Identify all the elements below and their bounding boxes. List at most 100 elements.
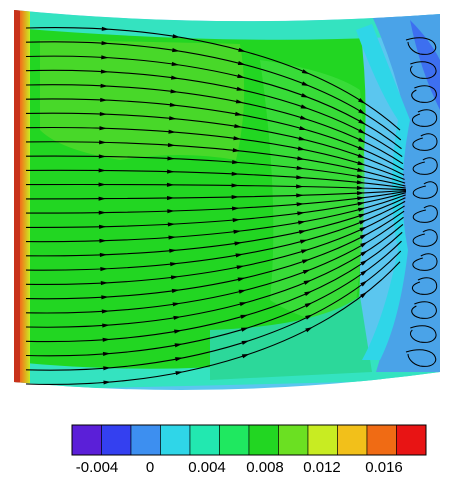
streamline-arrow: [360, 259, 368, 266]
streamline-arrow: [238, 289, 247, 294]
streamline: [25, 126, 405, 181]
contour-cold-cyan-edge: [356, 24, 410, 360]
streamline-arrow: [358, 137, 366, 143]
streamline-arrow: [99, 238, 107, 243]
recirculation-streamline: [410, 325, 437, 343]
streamline-arrow: [99, 252, 108, 257]
recirculation-streamline: [410, 61, 437, 79]
streamline-arrow: [297, 211, 305, 216]
streamline-arrow: [169, 102, 178, 107]
streamline-arrow: [98, 182, 106, 187]
streamline-arrow: [301, 93, 309, 98]
streamline: [25, 194, 406, 243]
streamline-arrow: [356, 185, 365, 190]
streamline-arrow: [231, 183, 239, 188]
streamline-arrow: [100, 69, 109, 74]
colorbar-bin: [366, 424, 397, 456]
streamline-arrow: [167, 156, 175, 161]
streamline-arrow: [360, 250, 368, 257]
streamline-arrow: [304, 291, 312, 297]
streamline-arrow: [357, 153, 366, 159]
streamline-arrow: [239, 302, 248, 307]
streamline-arrow: [304, 302, 313, 308]
streamline: [25, 192, 407, 228]
streamline-arrow: [166, 182, 175, 187]
streamline-arrow: [234, 241, 243, 246]
streamline-arrow: [236, 86, 245, 91]
streamline-arrow: [169, 116, 177, 121]
streamline: [25, 169, 406, 189]
streamline-arrow: [169, 248, 177, 253]
streamline: [25, 183, 406, 191]
contour-green-light: [40, 40, 245, 160]
streamline-arrow: [172, 302, 181, 307]
streamline-arrow: [233, 229, 242, 234]
streamline: [25, 190, 407, 214]
streamline-arrow: [101, 295, 109, 300]
streamline-arrow: [175, 357, 183, 362]
streamline-arrow: [99, 140, 107, 145]
streamline-arrow: [171, 61, 180, 66]
streamline-arrow: [298, 230, 307, 235]
streamline-arrow: [305, 314, 313, 320]
recirculation-streamline: [412, 181, 438, 199]
colorbar-bin: [278, 424, 309, 456]
streamline-arrow: [296, 165, 305, 170]
streamline-arrow: [303, 280, 312, 285]
streamline-arrow: [99, 224, 107, 229]
recirculation-streamline: [412, 205, 438, 223]
streamline-arrow: [301, 81, 310, 87]
streamline-arrow: [357, 201, 366, 206]
streamline-arrow: [100, 281, 109, 286]
streamline-arrow: [167, 209, 175, 214]
streamline-arrow: [99, 111, 108, 117]
streamline-arrow: [231, 206, 240, 211]
streamline-arrow: [174, 329, 182, 334]
colorbar: [71, 424, 427, 456]
streamline-arrow: [175, 371, 184, 376]
streamlines: [25, 26, 438, 385]
streamline-arrow: [299, 239, 308, 244]
colorbar-bin: [71, 424, 102, 456]
streamline-arrow: [296, 175, 304, 180]
streamline-arrow: [101, 55, 109, 60]
colorbar-bin: [307, 424, 338, 456]
streamline-arrow: [233, 136, 241, 141]
streamline-arrow: [236, 265, 245, 270]
streamline-arrow: [103, 380, 111, 385]
streamline-arrow: [356, 191, 365, 196]
colorbar-bin: [160, 424, 191, 456]
streamline-arrow: [167, 222, 176, 227]
streamline-arrow: [170, 275, 179, 280]
streamline-arrow: [237, 277, 246, 282]
streamline-arrow: [241, 353, 250, 359]
streamline-arrow: [301, 69, 310, 74]
colorbar-bin: [101, 424, 132, 456]
streamline-arrow: [100, 266, 108, 272]
contour-teal-top: [14, 10, 440, 40]
streamline-arrow: [170, 262, 178, 267]
streamline: [25, 155, 406, 187]
colorbar-tick-label: -0.004: [75, 459, 119, 476]
colorbar-bin: [130, 424, 161, 456]
streamline-arrow: [102, 323, 110, 328]
streamline-arrow: [296, 184, 304, 189]
recirculation-streamline: [411, 301, 437, 319]
colorbar-bin: [248, 424, 279, 456]
streamline-arrow: [168, 129, 176, 134]
streamline-arrow: [300, 249, 309, 254]
colorbar-tick-label: 0: [145, 459, 155, 476]
streamline-arrow: [298, 136, 307, 141]
streamline-arrow: [172, 48, 180, 53]
streamline-arrow: [98, 196, 107, 201]
streamline-arrow: [297, 220, 306, 225]
streamline: [25, 141, 406, 184]
recirculation-streamline: [412, 157, 438, 175]
streamline-arrow: [100, 97, 108, 102]
streamline-arrow: [357, 160, 366, 166]
streamline-arrow: [357, 196, 365, 201]
recirculation-streamline: [405, 349, 437, 367]
streamline-arrow: [305, 326, 313, 333]
